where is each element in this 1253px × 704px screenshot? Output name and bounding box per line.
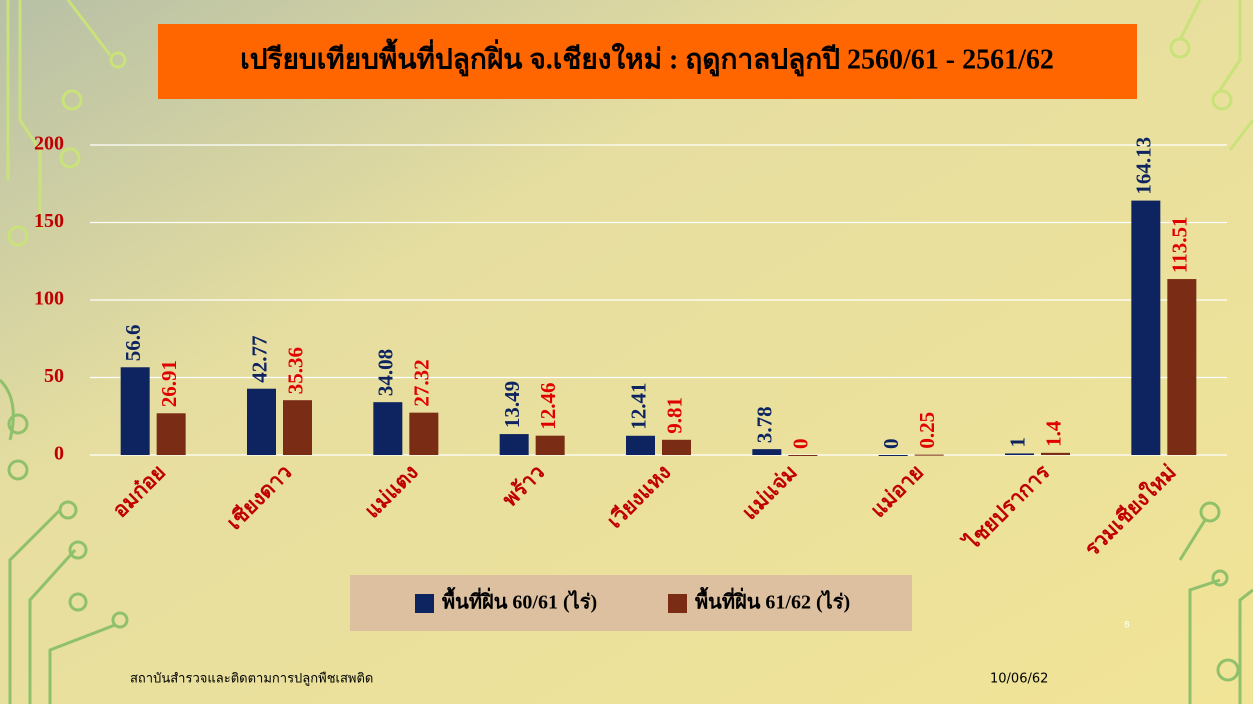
value-label: 56.6 [121,325,145,362]
slide: เปรียบเทียบพื้นที่ปลูกฝิ่น จ.เชียงใหม่ :… [0,0,1253,704]
footer: สถาบันสำรวจและติดตามการปลูกพืชเสพติด [130,671,373,687]
value-label: 164.13 [1132,137,1156,195]
value-label: 27.32 [410,359,434,406]
bar [536,436,565,455]
value-label: 0 [879,439,903,450]
bar [1005,453,1034,455]
page-number: 8 [1124,621,1130,631]
bar [1167,279,1196,455]
value-label: 13.49 [500,381,524,428]
y-tick-label: 50 [44,365,64,387]
y-tick-label: 200 [34,133,64,155]
bar [500,434,529,455]
value-label: 113.51 [1168,216,1192,273]
value-label: 42.77 [247,335,271,382]
bar [157,413,186,455]
date: 10/06/62 [990,672,1048,687]
value-label: 1.4 [1041,420,1065,447]
value-label: 1 [1005,437,1029,448]
bar [247,389,276,455]
bar [626,436,655,455]
value-label: 26.91 [157,360,181,407]
y-tick-label: 100 [34,288,64,310]
bar [373,402,402,455]
bar [409,413,438,455]
value-label: 12.41 [626,383,650,430]
bar [752,449,781,455]
bar [1131,201,1160,455]
bar [1041,453,1070,455]
bar [879,455,908,456]
legend-swatch [415,594,434,613]
bar [915,455,944,456]
legend-swatch [668,594,687,613]
y-tick-label: 150 [34,210,64,232]
value-label: 0.25 [915,412,939,449]
bar [788,455,817,456]
y-tick-label: 0 [54,443,64,465]
value-label: 0 [789,439,813,450]
legend-label: พื้นที่ฝิ่น 60/61 (ไร่) [442,587,597,614]
value-label: 3.78 [753,406,777,443]
legend-label: พื้นที่ฝิ่น 61/62 (ไร่) [695,587,850,614]
value-label: 9.81 [662,397,686,434]
value-label: 34.08 [374,349,398,396]
bar [662,440,691,455]
bar [121,367,150,455]
value-label: 12.46 [536,382,560,429]
bar [283,400,312,455]
value-label: 35.36 [283,347,307,394]
